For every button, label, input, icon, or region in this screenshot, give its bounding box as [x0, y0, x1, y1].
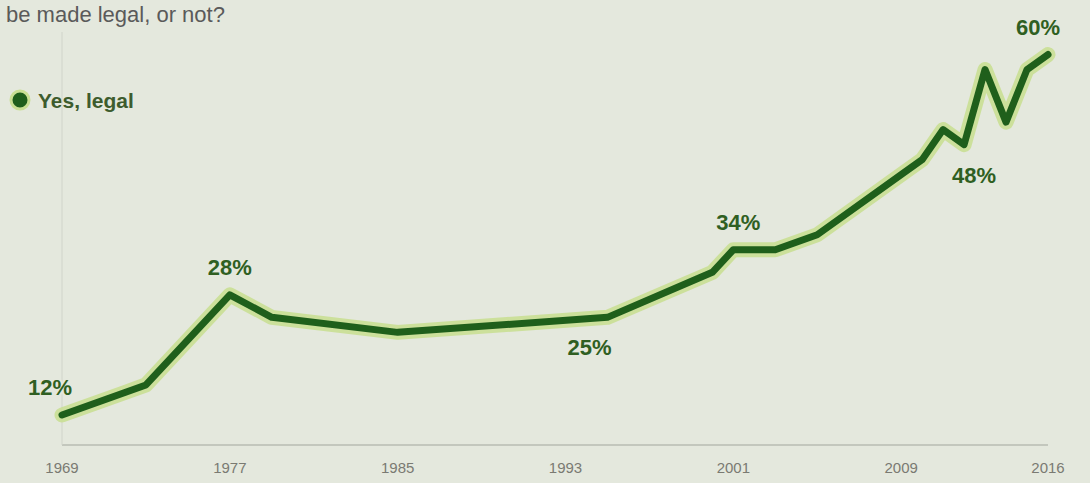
legend-marker	[11, 91, 29, 109]
background	[0, 0, 1090, 483]
x-tick-label: 1993	[549, 459, 582, 476]
title: be made legal, or not?	[6, 2, 225, 27]
x-tick-label: 1977	[213, 459, 246, 476]
line-halo	[62, 55, 1048, 415]
legend: Yes, legal	[11, 89, 134, 112]
x-axis-line	[62, 444, 1048, 446]
x-tick-label: 1985	[381, 459, 414, 476]
line	[62, 55, 1048, 415]
chart: be made legal, or not? Yes, legal 1969 1977…	[0, 0, 1090, 483]
legend-label: Yes, legal	[38, 89, 134, 112]
data-label: 60%	[1016, 15, 1060, 40]
x-tick-label: 2016	[1031, 459, 1064, 476]
plot-area	[62, 55, 1048, 415]
data-label: 12%	[28, 375, 72, 400]
data-label: 48%	[952, 163, 996, 188]
data-label: 34%	[716, 210, 760, 235]
x-tick-label: 1969	[45, 459, 78, 476]
data-label: 25%	[567, 335, 611, 360]
x-tick-label: 2009	[884, 459, 917, 476]
x-tick-label: 2001	[717, 459, 750, 476]
data-label: 28%	[208, 255, 252, 280]
